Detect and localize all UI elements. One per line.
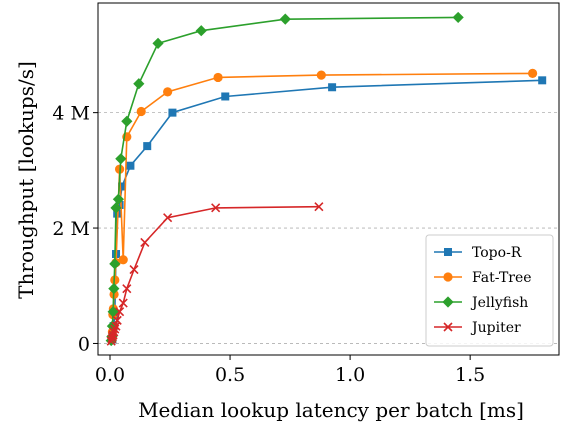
data-point	[163, 87, 172, 96]
data-point	[196, 25, 207, 36]
legend-label: Jellyfish	[470, 295, 528, 311]
data-point	[143, 142, 151, 150]
data-point	[328, 83, 336, 91]
series-jupiter	[107, 203, 323, 345]
x-tick-label: 1.5	[455, 364, 485, 386]
series-line	[111, 17, 458, 340]
data-point	[528, 69, 537, 78]
data-point	[137, 107, 146, 116]
data-point	[280, 14, 291, 25]
data-point	[213, 73, 222, 82]
x-tick-label: 0.5	[215, 364, 245, 386]
y-tick-label: 0	[78, 333, 90, 355]
data-point	[141, 238, 149, 246]
data-point	[126, 162, 134, 170]
y-axis-label: Throughput [lookups/s]	[14, 61, 38, 299]
legend-label: Jupiter	[470, 320, 521, 336]
data-point	[317, 71, 326, 80]
x-tick-label: 1.0	[335, 364, 365, 386]
data-point	[152, 38, 163, 49]
series-jellyfish	[106, 12, 464, 346]
data-point	[130, 266, 138, 274]
x-tick-label: 0.0	[95, 364, 125, 386]
legend-marker	[443, 272, 452, 281]
series-line	[111, 207, 319, 342]
data-point	[453, 12, 464, 23]
data-point	[538, 76, 546, 84]
data-point	[115, 153, 126, 164]
legend: Topo-R Fat-Tree Jellyfish Jupiter	[426, 235, 553, 346]
data-point	[133, 78, 144, 89]
data-point	[168, 109, 176, 117]
y-tick-label: 4 M	[52, 103, 90, 125]
legend-marker	[444, 248, 452, 256]
data-point	[119, 255, 128, 264]
data-point	[221, 92, 229, 100]
data-point	[121, 116, 132, 127]
x-axis-label: Median lookup latency per batch [ms]	[138, 398, 524, 422]
legend-label: Topo-R	[472, 245, 522, 261]
y-tick-label: 2 M	[52, 218, 90, 240]
legend-label: Fat-Tree	[472, 270, 532, 286]
